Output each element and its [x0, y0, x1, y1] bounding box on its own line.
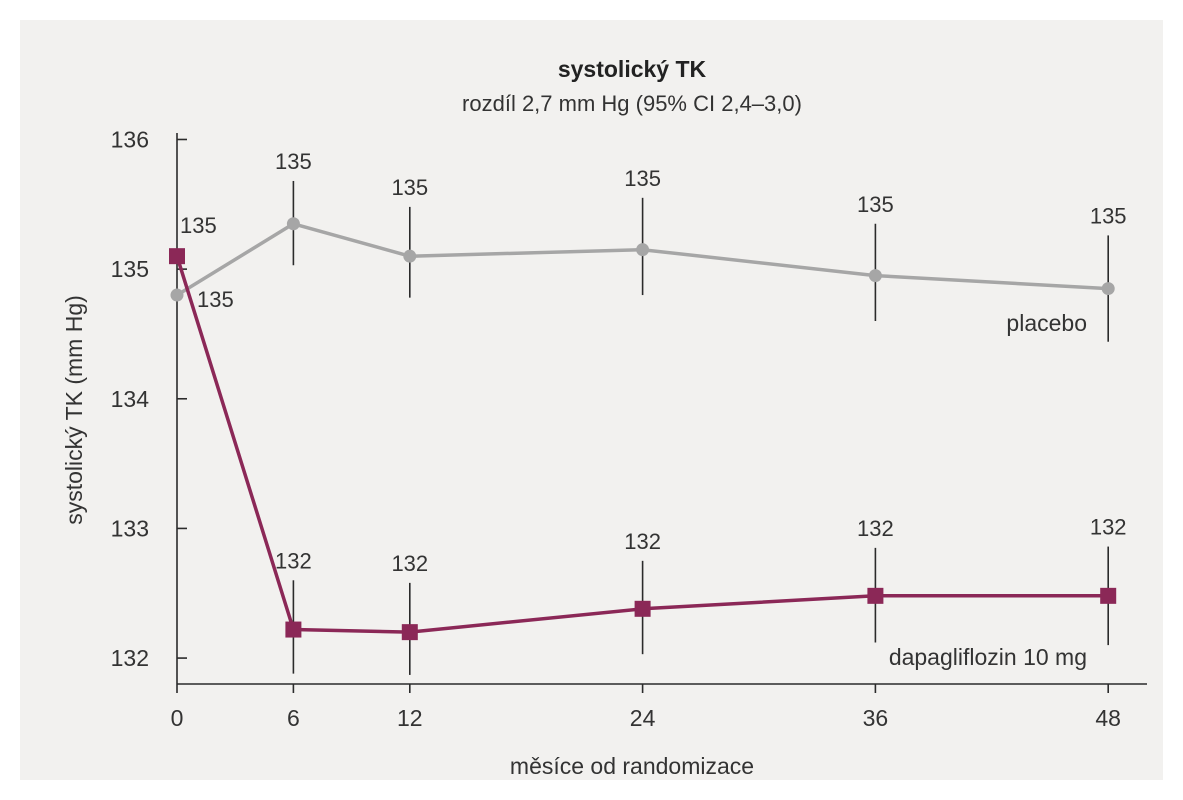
data-labels: 135 135 135 135 135 135 135 132 132 132 132 132: [180, 149, 1127, 576]
data-label: 135: [1090, 203, 1127, 228]
series-lines: [175, 222, 1109, 634]
data-label: 135: [391, 175, 428, 200]
x-tick-label: 6: [287, 705, 300, 731]
chart-title: systolický TK: [558, 56, 707, 82]
y-tick-label: 136: [111, 126, 149, 152]
data-point: [286, 217, 300, 231]
data-label: 132: [857, 516, 894, 541]
data-point: [169, 248, 185, 265]
data-label: 135: [857, 192, 894, 217]
data-point: [170, 288, 184, 302]
x-tick-label: 24: [630, 705, 656, 731]
data-label: 132: [1090, 515, 1127, 540]
x-tick-label: 0: [171, 705, 184, 731]
data-point: [1101, 282, 1115, 296]
y-tick-label: 135: [111, 256, 149, 282]
x-axis-title: měsíce od randomizace: [510, 753, 754, 779]
axis-ticks: 132 133 134 135 136 0 6 12 24 36 48: [111, 126, 1121, 731]
x-tick-label: 36: [863, 705, 889, 731]
y-tick-label: 134: [111, 386, 150, 412]
data-label: 135: [624, 166, 661, 191]
data-point: [401, 624, 418, 641]
data-label: 132: [624, 529, 661, 554]
data-point: [285, 621, 302, 638]
series-label-placebo: placebo: [1006, 310, 1087, 336]
data-point: [403, 249, 417, 263]
y-tick-label: 132: [111, 645, 149, 671]
y-tick-label: 133: [111, 515, 149, 541]
x-tick-label: 48: [1095, 705, 1121, 731]
series-label-dapagliflozin: dapagliflozin 10 mg: [889, 644, 1087, 670]
data-label: 132: [275, 548, 312, 573]
y-axis-title: systolický TK (mm Hg): [61, 295, 87, 525]
series-line: [175, 255, 1109, 634]
series-line: [176, 222, 1109, 297]
data-label: 135: [197, 287, 234, 312]
data-label: 135: [275, 149, 312, 174]
x-tick-label: 12: [397, 705, 423, 731]
chart-subtitle: rozdíl 2,7 mm Hg (95% CI 2,4–3,0): [462, 91, 802, 116]
series-markers: [169, 217, 1117, 641]
data-point: [634, 600, 651, 617]
data-label: 135: [180, 213, 217, 238]
chart-panel: [20, 20, 1163, 780]
data-point: [636, 243, 650, 257]
data-point: [867, 587, 884, 604]
data-point: [1100, 587, 1117, 604]
data-label: 132: [391, 551, 428, 576]
data-point: [868, 269, 882, 283]
